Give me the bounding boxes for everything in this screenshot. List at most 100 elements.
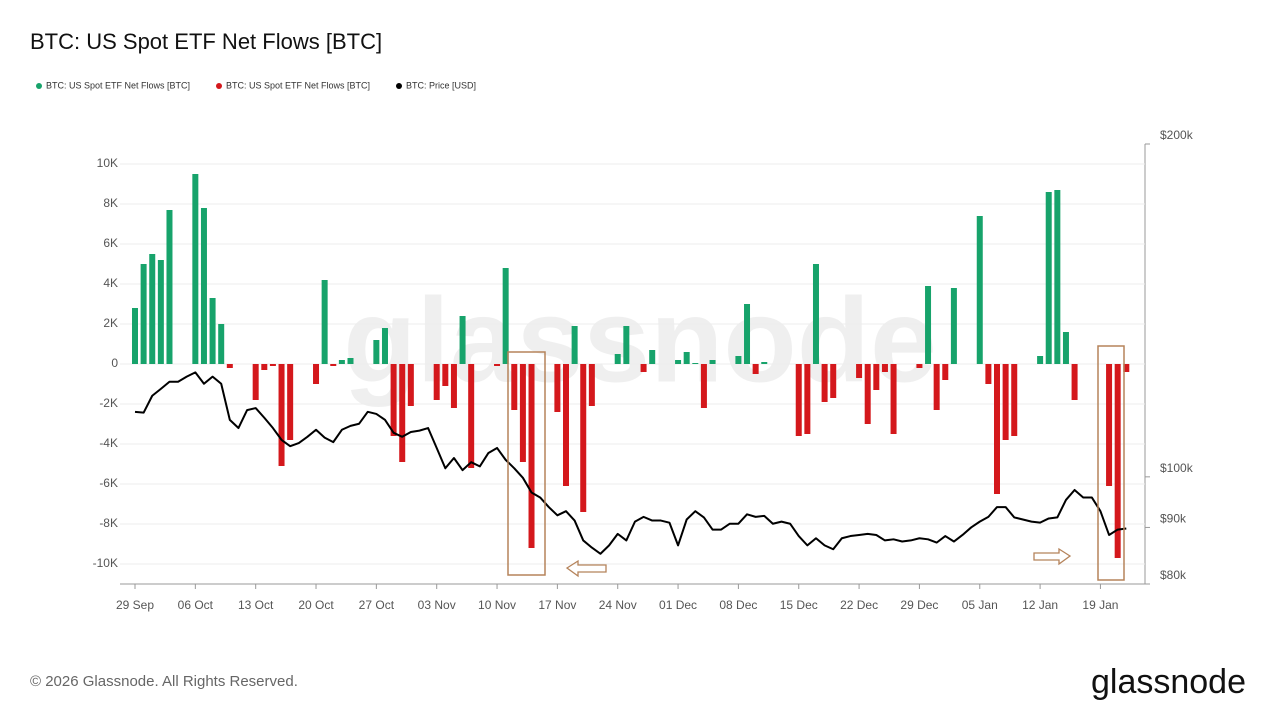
bar — [347, 358, 354, 364]
bar — [563, 364, 569, 486]
bar — [588, 364, 595, 406]
x-tick-label: 06 Oct — [178, 598, 214, 612]
bar — [649, 350, 656, 364]
bar — [985, 364, 992, 384]
bar — [933, 364, 940, 410]
y-tick-label: 10K — [97, 156, 118, 170]
x-tick-label: 15 Dec — [780, 598, 818, 612]
x-tick-label: 05 Jan — [962, 598, 998, 612]
y-tick-label: 4K — [103, 276, 118, 290]
bar — [950, 288, 957, 364]
bar — [278, 364, 285, 466]
chart-title: BTC: US Spot ETF Net Flows [BTC] — [30, 29, 382, 54]
bar — [338, 360, 345, 364]
legend-marker — [36, 83, 42, 89]
bar — [700, 364, 707, 408]
y2-tick-label: $80k — [1160, 568, 1187, 582]
legend-marker — [216, 83, 222, 89]
y2-tick-label: $200k — [1160, 128, 1194, 142]
bar — [1011, 364, 1018, 436]
bar — [994, 364, 1000, 494]
bar — [1054, 190, 1061, 364]
bar — [269, 364, 276, 366]
bar — [571, 326, 578, 364]
x-tick-label: 08 Dec — [719, 598, 757, 612]
y2-tick-label: $90k — [1160, 512, 1187, 526]
x-tick-label: 13 Oct — [238, 598, 274, 612]
brand-logo: glassnode — [1091, 663, 1246, 701]
bar — [287, 364, 294, 440]
bar — [166, 210, 173, 364]
price-line — [134, 371, 1127, 555]
bar — [407, 364, 414, 406]
y-tick-label: -2K — [99, 396, 118, 410]
bar — [149, 254, 156, 364]
bar — [554, 364, 561, 412]
bar — [580, 364, 587, 512]
arrow-left — [565, 559, 607, 578]
y-tick-label: -8K — [99, 516, 118, 530]
bar — [864, 364, 871, 424]
bar — [157, 260, 164, 364]
bar — [640, 364, 647, 372]
highlight-box — [507, 351, 546, 576]
bar — [511, 364, 518, 410]
x-tick-label: 03 Nov — [418, 598, 456, 612]
bar — [519, 364, 526, 462]
x-tick-label: 10 Nov — [478, 598, 516, 612]
bar — [761, 362, 768, 364]
bar — [442, 364, 449, 386]
bar — [261, 364, 268, 370]
bar — [856, 364, 863, 378]
arrow-right — [1033, 547, 1072, 566]
bar — [890, 364, 897, 434]
watermark: glassnode — [343, 274, 937, 408]
bar — [252, 364, 259, 400]
bar — [321, 280, 328, 364]
x-tick-label: 22 Dec — [840, 598, 878, 612]
bar — [218, 324, 225, 364]
bar — [1062, 332, 1069, 364]
bar — [1114, 364, 1121, 558]
bar — [1037, 356, 1044, 364]
bar — [812, 264, 819, 364]
bar — [373, 340, 380, 364]
bar — [502, 268, 509, 364]
bar — [192, 174, 199, 364]
bar — [433, 364, 440, 400]
bar — [916, 364, 923, 368]
y-tick-label: 6K — [103, 236, 118, 250]
bar — [873, 364, 880, 390]
bar — [226, 364, 233, 368]
x-tick-label: 20 Oct — [298, 598, 334, 612]
bar — [313, 364, 320, 384]
bar — [494, 364, 501, 366]
bar — [1123, 364, 1130, 372]
x-tick-label: 12 Jan — [1022, 598, 1058, 612]
bar — [683, 352, 690, 364]
bar — [399, 364, 406, 462]
legend-marker — [396, 83, 402, 89]
highlight-box — [1097, 345, 1125, 581]
bar — [1045, 192, 1052, 364]
bar — [804, 364, 811, 434]
bar — [528, 364, 535, 548]
bar — [390, 364, 397, 436]
bar — [132, 308, 138, 364]
bar — [692, 363, 699, 364]
bar — [140, 264, 147, 364]
bar — [200, 208, 207, 364]
y-tick-label: -6K — [99, 476, 118, 490]
bar — [942, 364, 949, 380]
bar — [976, 216, 983, 364]
x-tick-label: 29 Dec — [900, 598, 938, 612]
copyright: © 2026 Glassnode. All Rights Reserved. — [30, 673, 298, 690]
legend-label: BTC: US Spot ETF Net Flows [BTC] — [226, 80, 370, 90]
y-tick-label: 0 — [111, 356, 118, 370]
bar — [459, 316, 466, 364]
y-tick-label: -4K — [99, 436, 118, 450]
x-tick-label: 19 Jan — [1082, 598, 1118, 612]
bar — [1106, 364, 1113, 486]
